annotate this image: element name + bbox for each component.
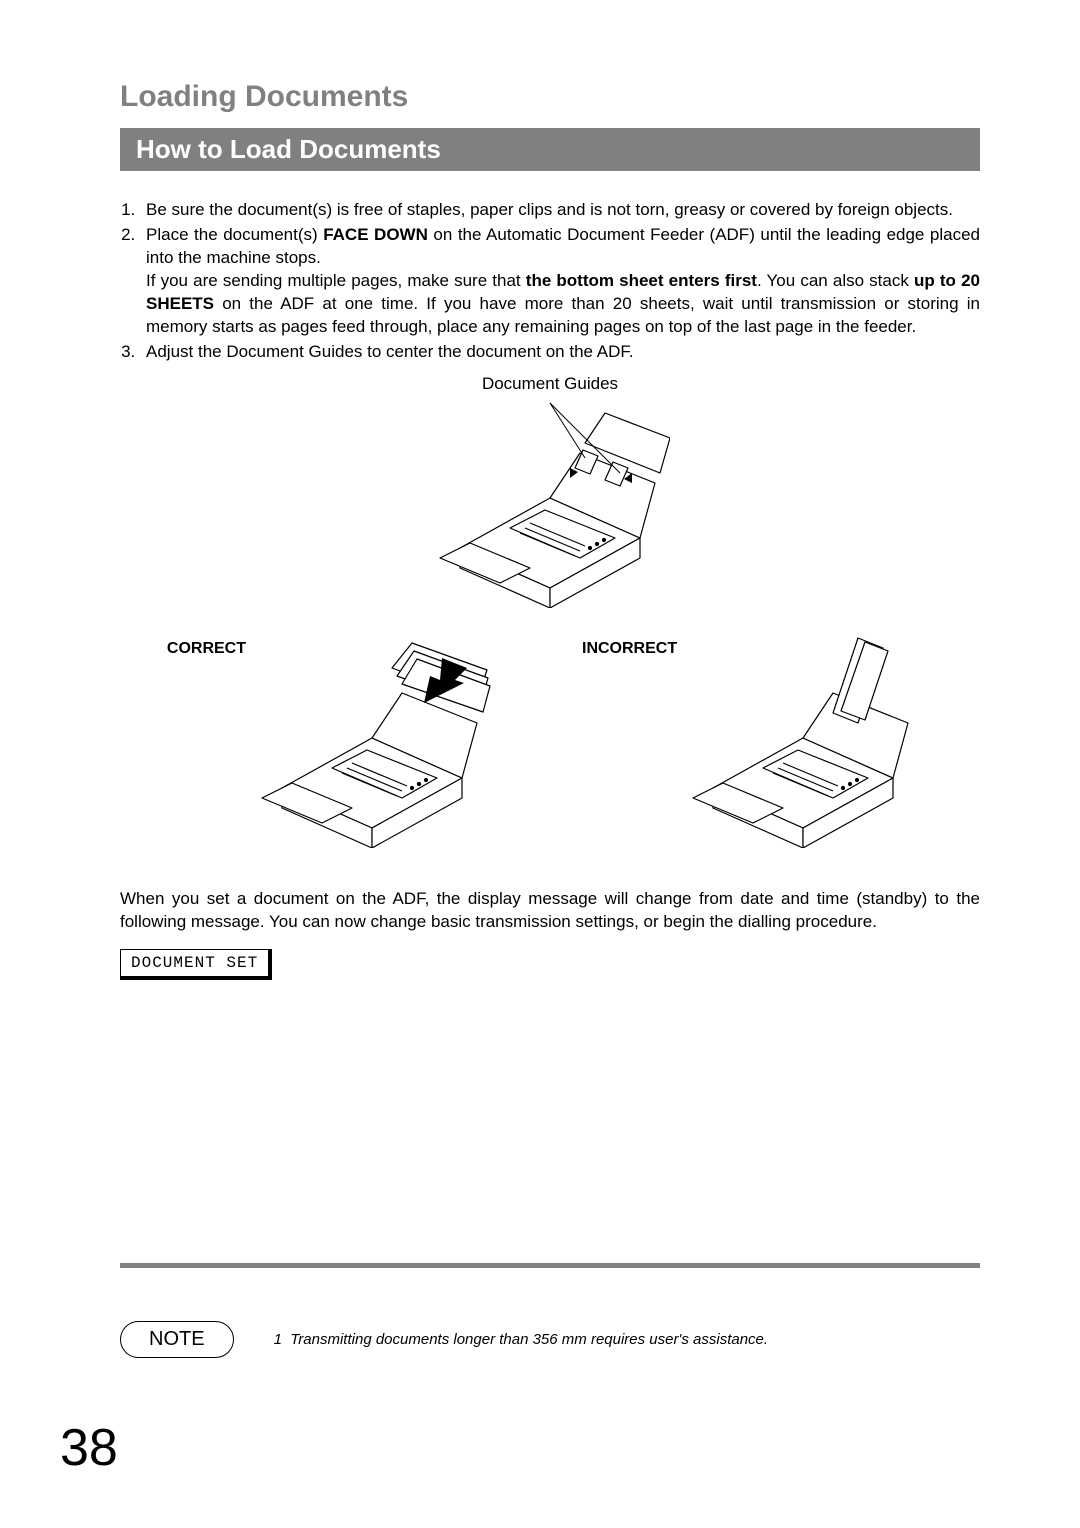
incorrect-label: INCORRECT [582, 640, 677, 658]
note-item-number: 1 [274, 1331, 282, 1348]
document-guides-label: Document Guides [482, 374, 618, 394]
sub-banner: How to Load Documents [120, 128, 980, 171]
instruction-item-2: Place the document(s) FACE DOWN on the A… [140, 224, 980, 339]
incorrect-figure: INCORRECT [582, 628, 933, 848]
page-number: 38 [60, 1418, 118, 1478]
fax-illustration-correct [252, 628, 502, 848]
after-figure-text: When you set a document on the ADF, the … [120, 888, 980, 934]
instruction-item-3: Adjust the Document Guides to center the… [140, 341, 980, 364]
bold-text: the bottom sheet enters first [526, 271, 757, 290]
top-figure: Document Guides [430, 374, 670, 608]
correct-label: CORRECT [167, 640, 246, 658]
section-title: Loading Documents [120, 80, 980, 114]
instruction-text: . You can also stack [757, 271, 914, 290]
instruction-text: Be sure the document(s) is free of stapl… [146, 200, 953, 219]
note-pill: NOTE [120, 1321, 234, 1358]
instruction-text: Adjust the Document Guides to center the… [146, 342, 634, 361]
correct-figure: CORRECT [167, 628, 502, 848]
fax-illustration-guides [430, 398, 670, 608]
footer-rule [120, 1263, 980, 1268]
instruction-item-1: Be sure the document(s) is free of stapl… [140, 199, 980, 222]
fax-illustration-incorrect [683, 628, 933, 848]
manual-page: Loading Documents How to Load Documents … [0, 0, 1080, 1528]
lcd-display: DOCUMENT SET [120, 949, 272, 980]
note-text: 1 Transmitting documents longer than 356… [274, 1331, 769, 1348]
bold-text: FACE DOWN [323, 225, 428, 244]
figure-row: CORRECT [120, 628, 980, 848]
note-row: NOTE 1 Transmitting documents longer tha… [120, 1321, 980, 1358]
instruction-list: Be sure the document(s) is free of stapl… [120, 199, 980, 364]
instruction-text: If you are sending multiple pages, make … [146, 271, 526, 290]
note-item-body: Transmitting documents longer than 356 m… [290, 1331, 768, 1348]
instruction-subline: If you are sending multiple pages, make … [146, 270, 980, 339]
figure-block: Document Guides [120, 374, 980, 848]
instruction-text: Place the document(s) [146, 225, 323, 244]
instruction-text: on the ADF at one time. If you have more… [146, 294, 980, 336]
